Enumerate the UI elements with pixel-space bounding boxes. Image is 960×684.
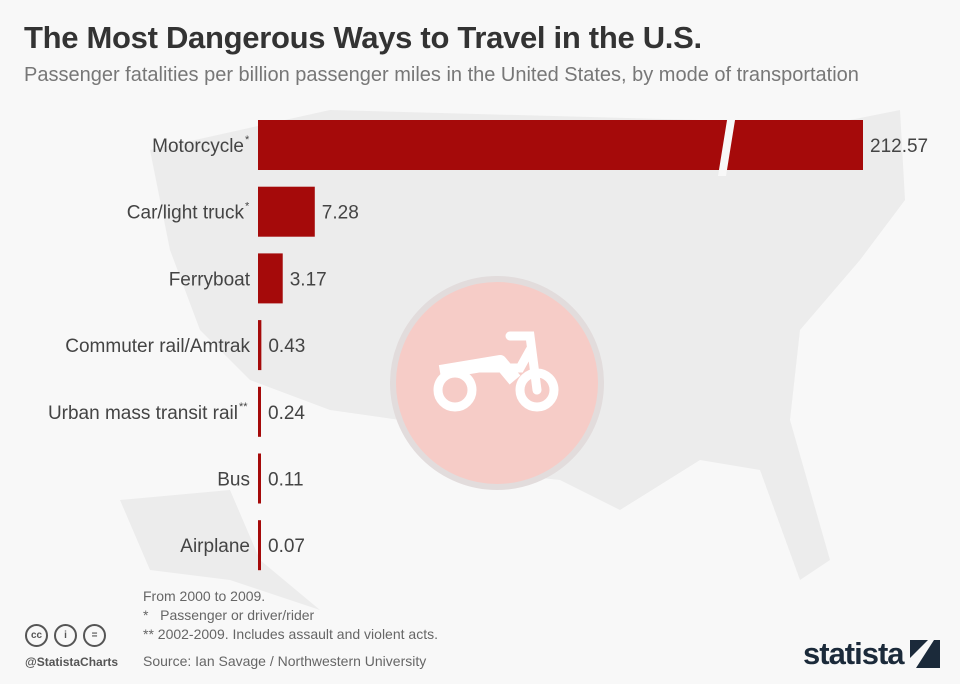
chart-title: The Most Dangerous Ways to Travel in the… [24,20,702,55]
statista-logo-icon [909,640,940,668]
bar [258,186,315,237]
category-label: Ferryboat [169,269,251,290]
chart-subtitle: Passenger fatalities per billion passeng… [24,64,859,86]
value-label: 3.17 [290,269,327,290]
source-text: Source: Ian Savage / Northwestern Univer… [143,653,427,669]
value-label: 7.28 [322,203,359,224]
footnotes: From 2000 to 2009. * Passenger or driver… [143,587,438,644]
footnote: ** 2002-2009. Includes assault and viole… [143,626,438,642]
value-label: 0.43 [268,336,305,357]
bar [258,520,261,571]
bar [258,453,261,504]
category-label: Airplane [180,536,250,557]
category-label: Bus [217,470,250,491]
category-label-asterisk: ** [239,401,248,413]
twitter-handle[interactable]: @StatistaCharts [25,655,119,669]
motorcycle-icon [433,331,559,412]
value-label: 212.57 [870,136,928,157]
value-label: 0.24 [268,403,305,424]
icon-circle [390,276,604,490]
category-label: Commuter rail/Amtrak [65,336,250,357]
cc-icon: cc [25,624,48,647]
category-label: Car/light truck [127,203,245,224]
category-label-asterisk: * [245,201,250,213]
axis-break-mark [718,114,736,176]
attribution-icon: i [54,624,77,647]
no-derivatives-icon: = [83,624,106,647]
logo-wordmark: statista [803,636,905,671]
footnote: From 2000 to 2009. [143,588,266,604]
footnote: * Passenger or driver/rider [143,607,315,623]
value-label: 0.07 [268,536,305,557]
bar [258,320,262,371]
statista-logo[interactable]: statista [803,636,940,672]
license-icons[interactable]: cc i = [25,624,106,647]
bar [258,386,261,437]
bar [258,120,863,170]
category-label: Urban mass transit rail [48,403,238,424]
category-label-asterisk: * [245,134,250,146]
bar [258,253,283,304]
value-label: 0.11 [268,470,304,491]
category-label: Motorcycle [152,136,244,157]
